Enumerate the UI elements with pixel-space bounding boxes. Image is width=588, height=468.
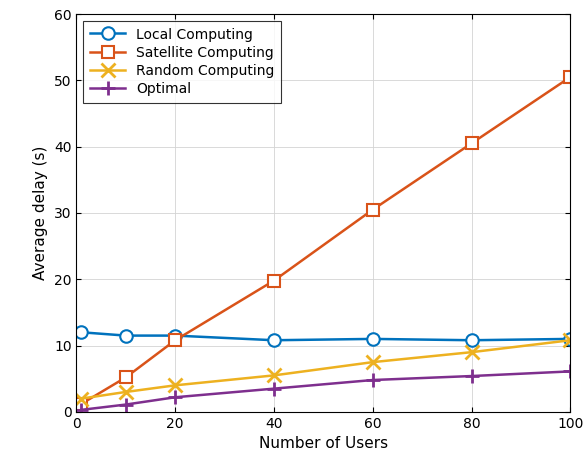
Random Computing bbox=[270, 373, 278, 378]
Satellite Computing bbox=[468, 140, 475, 146]
Local Computing bbox=[468, 337, 475, 343]
Satellite Computing bbox=[78, 401, 85, 407]
Satellite Computing bbox=[270, 278, 278, 284]
Optimal bbox=[270, 386, 278, 391]
Random Computing bbox=[78, 396, 85, 402]
Random Computing bbox=[369, 359, 376, 365]
Y-axis label: Average delay (s): Average delay (s) bbox=[34, 146, 48, 280]
Satellite Computing bbox=[122, 374, 129, 380]
Line: Local Computing: Local Computing bbox=[75, 326, 577, 346]
Local Computing bbox=[567, 336, 574, 342]
Optimal bbox=[78, 407, 85, 413]
Legend: Local Computing, Satellite Computing, Random Computing, Optimal: Local Computing, Satellite Computing, Ra… bbox=[83, 21, 282, 103]
Line: Optimal: Optimal bbox=[75, 365, 577, 417]
Local Computing bbox=[172, 333, 179, 338]
Satellite Computing bbox=[567, 74, 574, 80]
Optimal bbox=[369, 377, 376, 383]
Local Computing bbox=[78, 329, 85, 335]
Local Computing bbox=[122, 333, 129, 338]
Optimal bbox=[468, 373, 475, 379]
Line: Random Computing: Random Computing bbox=[75, 333, 577, 406]
Random Computing bbox=[468, 349, 475, 355]
Optimal bbox=[567, 369, 574, 374]
Random Computing bbox=[172, 382, 179, 388]
Satellite Computing bbox=[172, 337, 179, 343]
Random Computing bbox=[122, 389, 129, 395]
Local Computing bbox=[369, 336, 376, 342]
X-axis label: Number of Users: Number of Users bbox=[259, 436, 388, 451]
Line: Satellite Computing: Satellite Computing bbox=[76, 72, 576, 410]
Local Computing bbox=[270, 337, 278, 343]
Optimal bbox=[172, 395, 179, 400]
Satellite Computing bbox=[369, 207, 376, 212]
Optimal bbox=[122, 402, 129, 407]
Random Computing bbox=[567, 337, 574, 343]
